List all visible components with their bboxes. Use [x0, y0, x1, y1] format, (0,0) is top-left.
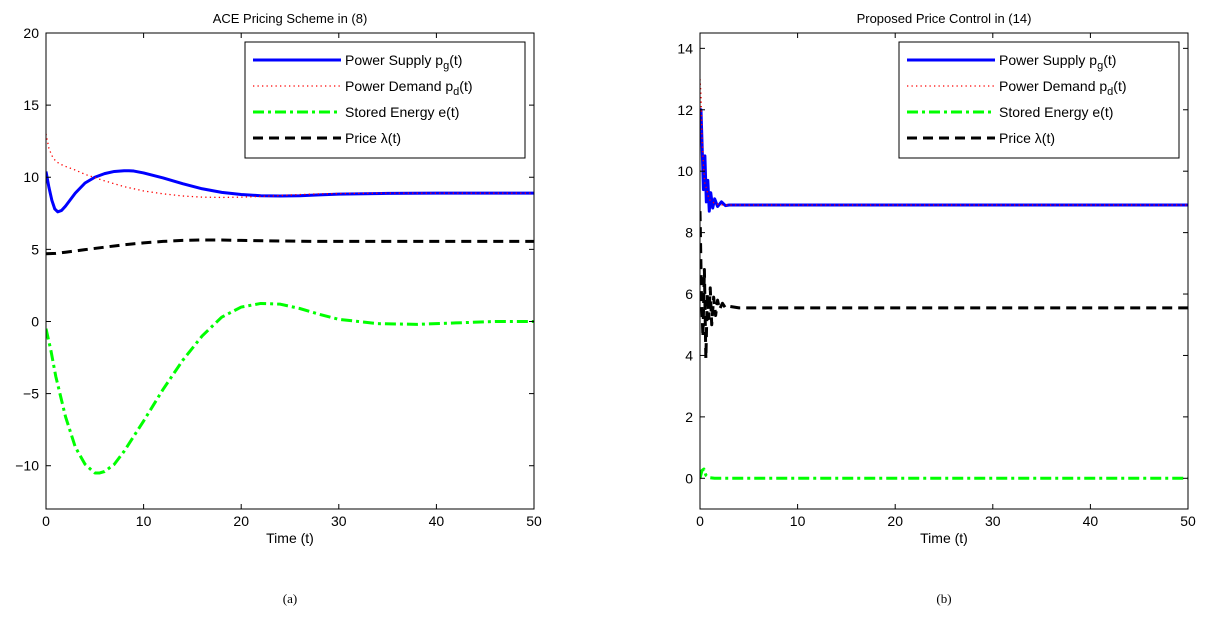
chart-b-xtick-label-40: 40 [1083, 513, 1099, 529]
chart-a-series-2-line [46, 301, 534, 475]
chart-b-ytick-label-8: 8 [685, 225, 693, 241]
chart-b-ytick-label-0: 0 [685, 470, 693, 486]
chart-a-xtick-label-10: 10 [136, 513, 152, 529]
chart-b-legend-label-2: Stored Energy e(t) [999, 104, 1113, 120]
chart-b-xtick-label-30: 30 [985, 513, 1001, 529]
chart-b-xlabel: Time (t) [920, 530, 968, 546]
chart-a-ytick-label-10: 10 [23, 169, 39, 185]
chart-a: ACE Pricing Scheme in (8)0 10 20 30 40 50−10−… [15, 11, 542, 546]
chart-a-legend-label-0: Power Supply pg(t) [345, 52, 462, 72]
chart-a-series-0-line [46, 169, 534, 214]
chart-b-xtick-label-50: 50 [1180, 513, 1196, 529]
chart-a-plot-frame [45, 32, 535, 510]
chart-b-legend: Power Supply pg(t) Power Demand pd(t) Stor… [898, 41, 1180, 159]
chart-b-series [700, 79, 1188, 480]
chart-b: Proposed Price Control in (14)0 10 20 30 40 5… [677, 11, 1196, 546]
chart-a-ytick-label-20: 20 [23, 25, 39, 41]
chart-a-xlabel: Time (t) [266, 530, 314, 546]
chart-b-title: Proposed Price Control in (14) [857, 11, 1032, 26]
chart-a-ytick-label-5: 5 [31, 241, 39, 257]
chart-b-series-2-line [700, 467, 1188, 480]
chart-a-legend-label-1: Power Demand pd(t) [345, 78, 473, 98]
chart-b-plot-frame [699, 32, 1189, 510]
chart-b-ytick-label-2: 2 [685, 409, 693, 425]
chart-a-ytick-label--5: −5 [23, 386, 39, 402]
chart-a-xtick-label-50: 50 [526, 513, 542, 529]
chart-b-legend-label-0: Power Supply pg(t) [999, 52, 1116, 72]
chart-b-legend-label-1: Power Demand pd(t) [999, 78, 1127, 98]
chart-a-ytick-label-15: 15 [23, 97, 39, 113]
caption-b: (b) [936, 591, 952, 606]
chart-a-series [46, 133, 534, 475]
chart-b-ytick-label-4: 4 [685, 347, 693, 363]
chart-a-legend: Power Supply pg(t) Power Demand pd(t) Stor… [244, 41, 526, 159]
chart-b-ytick-label-10: 10 [677, 163, 693, 179]
chart-a-ytick-label-0: 0 [31, 313, 39, 329]
chart-a-series-3-line [46, 238, 534, 256]
chart-a-xtick-label-20: 20 [233, 513, 249, 529]
chart-b-xtick-label-20: 20 [887, 513, 903, 529]
chart-b-xtick-label-10: 10 [790, 513, 806, 529]
chart-b-legend-label-3: Price λ(t) [999, 130, 1055, 146]
chart-a-ytick-label--10: −10 [15, 458, 39, 474]
caption-a: (a) [282, 591, 298, 606]
chart-b-ytick-label-14: 14 [677, 40, 693, 56]
chart-a-legend-label-2: Stored Energy e(t) [345, 104, 459, 120]
chart-a-legend-label-3: Price λ(t) [345, 130, 401, 146]
chart-a-xtick-label-40: 40 [429, 513, 445, 529]
chart-b-xtick-label-0: 0 [696, 513, 704, 529]
chart-b-ytick-label-12: 12 [677, 102, 693, 118]
chart-b-series-3-line [700, 211, 1188, 361]
chart-a-xtick-label-0: 0 [42, 513, 50, 529]
chart-a-xtick-label-30: 30 [331, 513, 347, 529]
chart-a-title: ACE Pricing Scheme in (8) [213, 11, 368, 26]
chart-b-ytick-label-6: 6 [685, 286, 693, 302]
